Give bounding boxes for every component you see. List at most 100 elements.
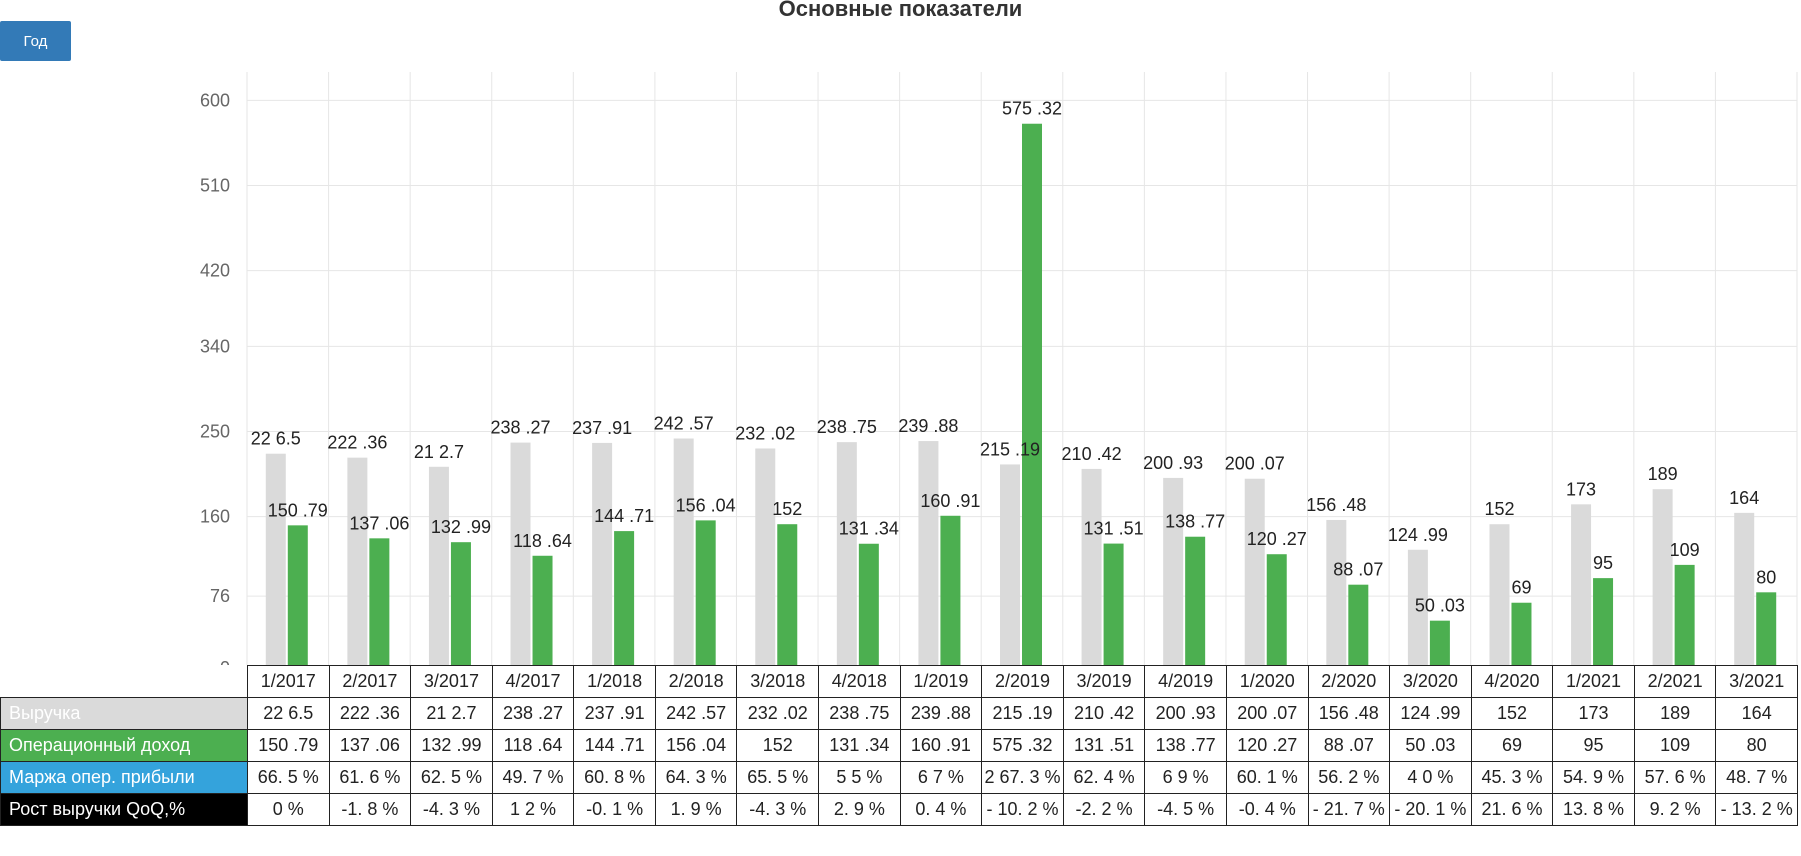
bar-op-income xyxy=(1429,620,1450,665)
table-cell: 189 xyxy=(1633,697,1717,730)
period-header: 3/2018 xyxy=(736,665,820,698)
table-cell: 137 .06 xyxy=(328,729,412,762)
chart-title: Основные показатели xyxy=(778,0,1023,21)
table-cell: -4. 3 % xyxy=(736,793,820,826)
table-cell: 80 xyxy=(1715,729,1798,762)
table-cell: 6 9 % xyxy=(1144,761,1227,794)
bar-revenue xyxy=(1407,549,1428,665)
table-cell: 232 .02 xyxy=(736,697,820,730)
table-cell: 9. 2 % xyxy=(1633,793,1717,826)
label-revenue: 152 xyxy=(1484,499,1514,519)
table-cell: 66. 5 % xyxy=(247,761,330,794)
table-cell: 6 7 % xyxy=(899,761,983,794)
y-tick-label: 600 xyxy=(200,90,230,110)
y-tick-label: 420 xyxy=(200,261,230,281)
bar-op-income xyxy=(777,524,798,665)
period-header: 2/2018 xyxy=(654,665,738,698)
period-year-button[interactable]: Год xyxy=(0,21,71,61)
bar-revenue xyxy=(836,442,857,665)
label-revenue: 200 .93 xyxy=(1143,453,1203,473)
table-cell: -4. 5 % xyxy=(1144,793,1227,826)
label-op-income: 132 .99 xyxy=(431,517,491,537)
table-cell: -2. 2 % xyxy=(1062,793,1146,826)
table-cell: 118 .64 xyxy=(491,729,575,762)
label-revenue: 239 .88 xyxy=(898,416,958,436)
label-op-income: 575 .32 xyxy=(1002,99,1062,119)
label-revenue: 22 6.5 xyxy=(251,429,301,449)
bar-op-income xyxy=(1756,592,1777,665)
table-cell: 200 .07 xyxy=(1225,697,1309,730)
table-cell: 69 xyxy=(1470,729,1554,762)
label-op-income: 69 xyxy=(1511,578,1531,598)
table-cell: -4. 3 % xyxy=(410,793,493,826)
table-cell: 200 .93 xyxy=(1144,697,1227,730)
bar-revenue xyxy=(592,442,613,665)
bar-revenue xyxy=(1571,504,1592,665)
period-header: 4/2017 xyxy=(491,665,575,698)
period-header: 2/2020 xyxy=(1307,665,1391,698)
bar-op-income xyxy=(614,531,635,665)
label-revenue: 164 xyxy=(1729,488,1759,508)
period-header: 3/2020 xyxy=(1389,665,1472,698)
label-op-income: 138 .77 xyxy=(1165,512,1225,532)
table-cell: 1 2 % xyxy=(491,793,575,826)
label-op-income: 144 .71 xyxy=(594,506,654,526)
table-cell: -0. 1 % xyxy=(573,793,656,826)
label-revenue: 238 .27 xyxy=(490,418,550,438)
bar-revenue xyxy=(1652,489,1673,665)
table-cell: 138 .77 xyxy=(1144,729,1227,762)
label-revenue: 210 .42 xyxy=(1062,444,1122,464)
table-cell: 64. 3 % xyxy=(654,761,738,794)
table-cell: - 21. 7 % xyxy=(1307,793,1391,826)
label-op-income: 152 xyxy=(772,499,802,519)
bar-revenue xyxy=(265,453,286,665)
bar-op-income xyxy=(1511,602,1532,665)
table-cell: 152 xyxy=(736,729,820,762)
label-revenue: 21 2.7 xyxy=(414,442,464,462)
table-cell: 156 .48 xyxy=(1307,697,1391,730)
label-revenue: 242 .57 xyxy=(654,414,714,434)
bar-revenue xyxy=(755,448,776,665)
y-axis: 0 76 160 250 340 420 510 600 xyxy=(200,90,230,665)
bar-chart: 22 6.5 222 .36 21 2.7 238 .27 237 .91 242 .57… xyxy=(200,72,1798,665)
label-op-income: 131 .51 xyxy=(1084,519,1144,539)
label-op-income: 137 .06 xyxy=(349,513,409,533)
table-cell: - 10. 2 % xyxy=(981,793,1064,826)
table-cell: 164 xyxy=(1715,697,1798,730)
table-cell: 50 .03 xyxy=(1389,729,1472,762)
table-cell: 95 xyxy=(1552,729,1635,762)
table-cell: 109 xyxy=(1633,729,1717,762)
table-cell: 48. 7 % xyxy=(1715,761,1798,794)
bar-revenue xyxy=(1734,512,1755,665)
period-header: 4/2019 xyxy=(1144,665,1227,698)
y-tick-label: 340 xyxy=(200,336,230,356)
bar-revenue xyxy=(347,457,368,665)
table-cell: 5 5 % xyxy=(818,761,901,794)
table-cell: 21. 6 % xyxy=(1470,793,1554,826)
period-header: 4/2018 xyxy=(818,665,901,698)
table-cell: 60. 8 % xyxy=(573,761,656,794)
table-cell: -0. 4 % xyxy=(1225,793,1309,826)
table-cell: 60. 1 % xyxy=(1225,761,1309,794)
table-cell: 210 .42 xyxy=(1062,697,1146,730)
bar-op-income xyxy=(1674,564,1695,665)
bar-op-income xyxy=(1103,543,1124,665)
bar-revenue xyxy=(510,442,531,665)
bar-op-income xyxy=(450,542,471,665)
table-cell: 131 .34 xyxy=(818,729,901,762)
period-header: 1/2017 xyxy=(247,665,330,698)
table-cell: 0. 4 % xyxy=(899,793,983,826)
metrics-table: 1/2017 2/2017 3/2017 4/2017 1/2018 2/2018 3/20… xyxy=(0,665,1798,826)
table-cell: -1. 8 % xyxy=(328,793,412,826)
table-cell: 238 .75 xyxy=(818,697,901,730)
table-cell: 239 .88 xyxy=(899,697,983,730)
bar-op-income xyxy=(1348,584,1369,665)
bar-op-income xyxy=(858,543,879,665)
label-op-income: 131 .34 xyxy=(839,519,899,539)
table-row: Операционный доход 150 .79 137 .06 132 .99 1… xyxy=(0,729,1798,762)
table-cell: 156 .04 xyxy=(654,729,738,762)
table-cell: 150 .79 xyxy=(247,729,330,762)
label-op-income: 95 xyxy=(1593,553,1613,573)
y-tick-label: 510 xyxy=(200,176,230,196)
label-revenue: 238 .75 xyxy=(817,417,877,437)
